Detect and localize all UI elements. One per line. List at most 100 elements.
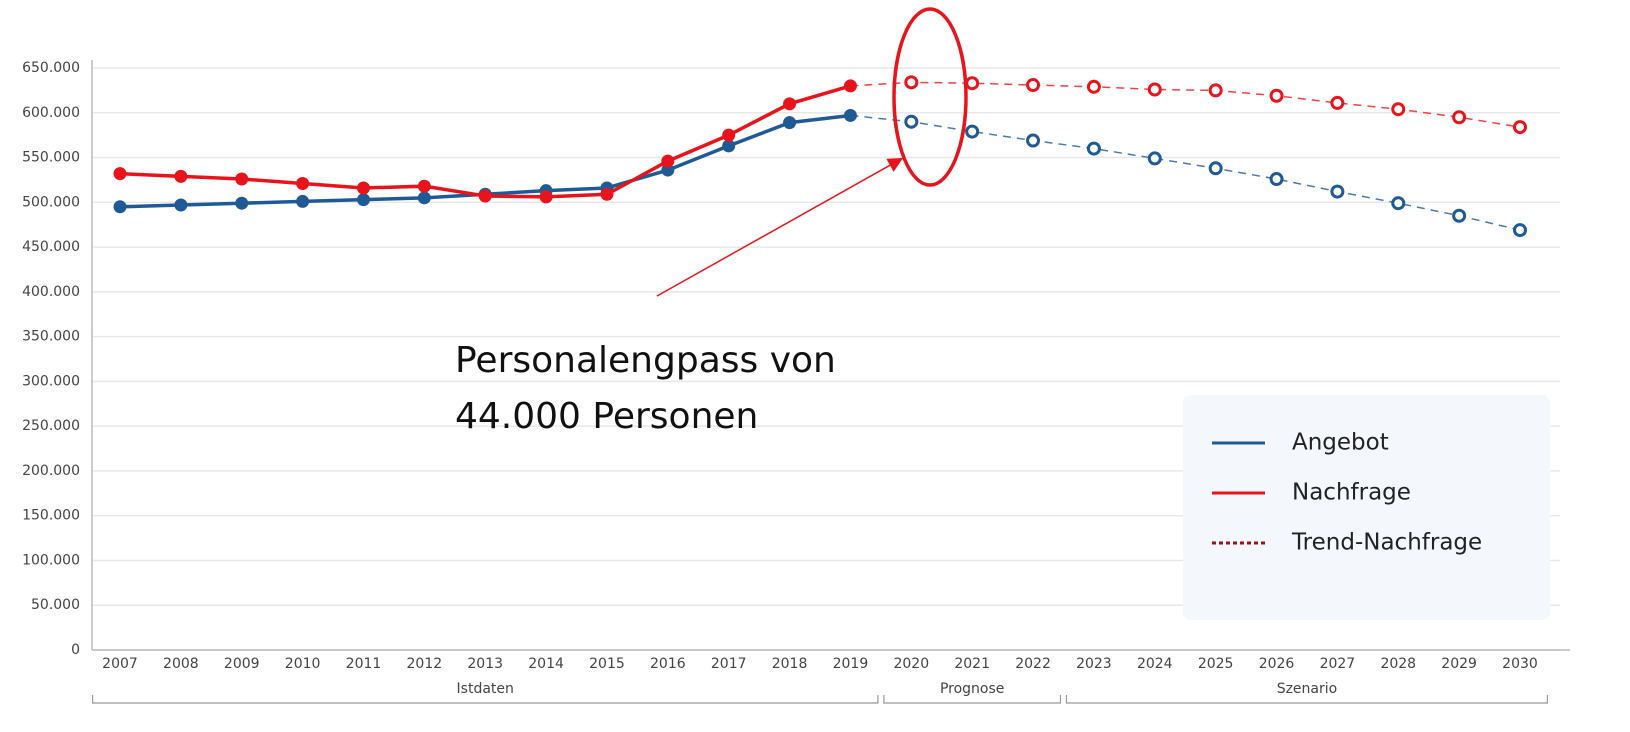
x-tick-label: 2024 [1137,656,1173,672]
x-tick-label: 2022 [1015,656,1051,672]
x-tick-label: 2019 [833,656,869,672]
marker [1147,82,1162,97]
marker [1452,110,1467,125]
marker [235,172,249,186]
marker [174,169,188,183]
x-tick-label: 2012 [407,656,443,672]
marker [965,124,980,139]
marker [783,97,797,111]
x-tick-label: 2025 [1198,656,1234,672]
y-tick-label: 600.000 [22,105,80,121]
x-tick-label: 2029 [1441,656,1477,672]
marker [1026,133,1041,148]
marker [417,191,431,205]
y-tick-label: 50.000 [31,597,80,613]
period-label: Istdaten [457,681,514,697]
y-tick-label: 200.000 [22,463,80,479]
y-tick-label: 500.000 [22,194,80,210]
legend-label: Nachfrage [1292,480,1411,506]
x-tick-label: 2011 [346,656,382,672]
y-tick-label: 150.000 [22,508,80,524]
x-tick-label: 2021 [954,656,990,672]
period-bracket [1065,695,1549,704]
marker [965,76,980,91]
forecast-line [850,114,1521,231]
x-tick-label: 2023 [1076,656,1112,672]
y-tick-label: 400.000 [22,284,80,300]
marker [843,108,857,122]
y-tick-label: 350.000 [22,329,80,345]
marker [783,116,797,130]
marker [417,179,431,193]
x-tick-label: 2028 [1380,656,1416,672]
x-tick-label: 2027 [1320,656,1356,672]
marker [1452,208,1467,223]
marker [722,139,736,153]
period-label: Szenario [1277,681,1338,697]
marker [600,187,614,201]
y-tick-label: 450.000 [22,239,80,255]
marker [1147,151,1162,166]
marker [113,167,127,181]
period-bracket [883,695,1062,704]
forecast-line [850,81,1521,128]
marker [1391,102,1406,117]
marker [1391,196,1406,211]
x-tick-label: 2009 [224,656,260,672]
annotation: 44.000 Personen [455,396,758,437]
legend-box [1183,395,1550,620]
x-tick-label: 2015 [589,656,625,672]
marker [174,198,188,212]
marker [1330,184,1345,199]
marker [1208,161,1223,176]
marker [1086,141,1101,156]
marker [1330,95,1345,110]
highlight-ellipse [892,7,968,187]
period-bracket [91,695,879,704]
marker [1269,172,1284,187]
period-label: Prognose [940,681,1004,697]
marker [661,163,675,177]
x-tick-label: 2014 [528,656,564,672]
x-tick-label: 2013 [467,656,503,672]
legend-label: Trend-Nachfrage [1291,530,1482,556]
marker [296,177,310,191]
marker [1269,88,1284,103]
y-tick-label: 0 [71,642,80,658]
marker [113,200,127,214]
marker [478,189,492,203]
x-tick-label: 2017 [711,656,747,672]
y-tick-label: 250.000 [22,418,80,434]
marker [539,190,553,204]
marker [356,193,370,207]
x-tick-label: 2008 [163,656,199,672]
x-tick-label: 2026 [1259,656,1295,672]
marker [235,196,249,210]
marker [904,114,919,129]
marker [1086,79,1101,94]
arrow [656,157,904,297]
annotation: Personalengpass von [455,340,836,381]
x-tick-label: 2030 [1502,656,1538,672]
y-tick-label: 300.000 [22,373,80,389]
y-tick-label: 550.000 [22,150,80,166]
y-tick-label: 650.000 [22,60,80,76]
marker [843,79,857,93]
marker [296,194,310,208]
x-tick-label: 2010 [285,656,321,672]
marker [661,154,675,168]
marker [1513,120,1527,135]
x-tick-label: 2020 [893,656,929,672]
marker [1208,83,1223,98]
legend-label: Angebot [1292,430,1389,456]
x-tick-label: 2007 [102,656,138,672]
marker [1513,223,1527,238]
marker [904,75,919,90]
x-tick-label: 2016 [650,656,686,672]
marker [356,181,370,195]
y-tick-label: 100.000 [22,552,80,568]
x-tick-label: 2018 [772,656,808,672]
marker [1026,78,1041,93]
marker [722,128,736,142]
